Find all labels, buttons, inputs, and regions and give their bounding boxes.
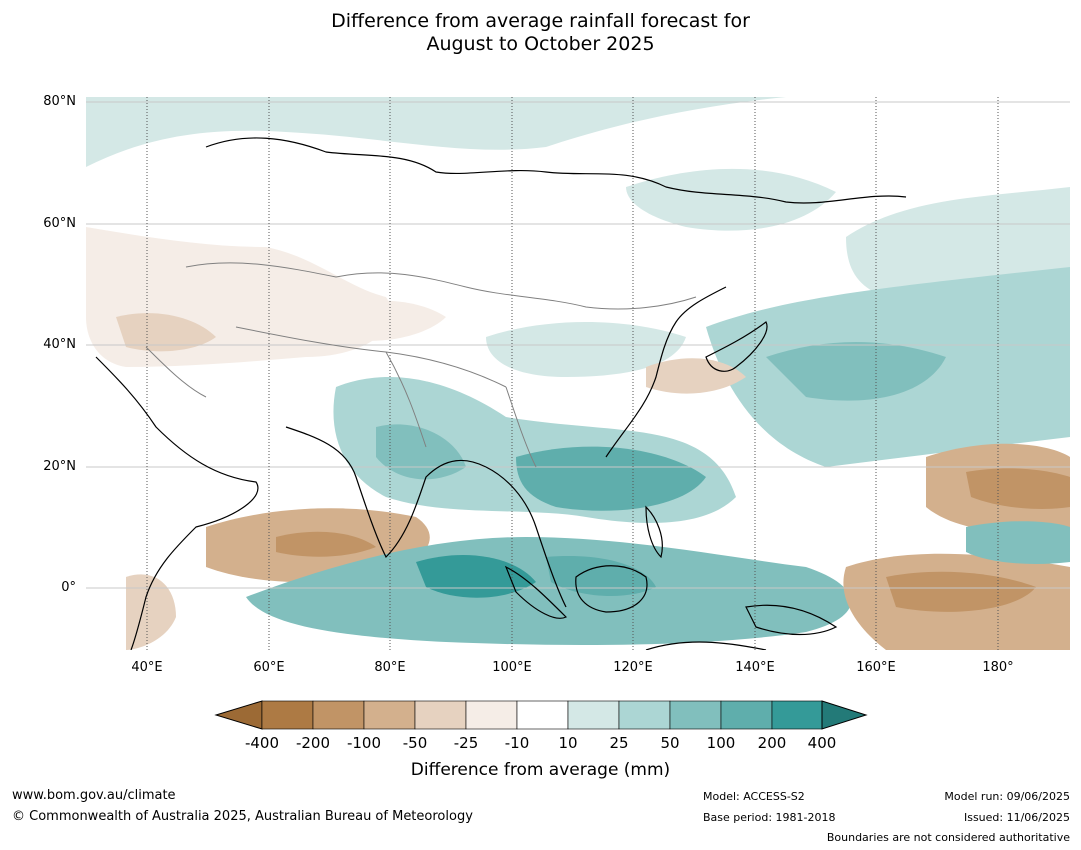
colorbar-cell-m400-m200 xyxy=(261,700,314,730)
footer-base-period: Base period: 1981-2018 xyxy=(703,811,836,824)
anomaly-maritime-core xyxy=(416,554,536,598)
anomaly-china-teal xyxy=(486,322,686,377)
anomaly-seasia-core xyxy=(516,446,706,511)
colorbar-tick-p100: 100 xyxy=(706,734,736,752)
anomaly-africa-brown xyxy=(126,574,176,650)
anomaly-india-core xyxy=(376,424,466,480)
lon-label-160e: 160°E xyxy=(856,660,896,675)
footer-model: Model: ACCESS-S2 xyxy=(703,790,805,803)
colorbar-cell-p100-p200 xyxy=(720,700,773,730)
colorbar-cell-m10-p10 xyxy=(516,700,569,730)
colorbar-cell-m200-m100 xyxy=(312,700,365,730)
lon-label-180: 180° xyxy=(982,660,1014,675)
anomaly-siberia-teal xyxy=(626,168,836,231)
lat-label-80n: 80°N xyxy=(43,94,76,109)
colorbar-cell-p25-p50 xyxy=(618,700,671,730)
anomaly-maritime-teal xyxy=(246,537,851,645)
anomaly-tibet-brown xyxy=(326,300,446,341)
anomaly-pacific-north-teal-2 xyxy=(766,342,946,401)
colorbar-tick-m400: -400 xyxy=(244,734,280,752)
lat-label-0: 0° xyxy=(61,580,76,595)
footer-website[interactable]: www.bom.gov.au/climate xyxy=(12,788,176,803)
colorbar xyxy=(214,700,868,730)
map-canvas xyxy=(86,97,1070,650)
colorbar-cell-p200-p400 xyxy=(771,700,823,730)
colorbar-tick-p400: 400 xyxy=(807,734,837,752)
anomaly-indianocean-brown-core xyxy=(276,531,376,557)
colorbar-tick-p200: 200 xyxy=(757,734,787,752)
colorbar-tick-m10: -10 xyxy=(504,734,530,752)
latitude-gridlines xyxy=(86,101,1070,589)
footer-issued: Issued: 11/06/2025 xyxy=(963,811,1070,824)
anomaly-arctic-teal xyxy=(86,97,786,167)
colorbar-title: Difference from average (mm) xyxy=(410,760,671,780)
anomaly-equatorial-teal xyxy=(966,521,1070,564)
colorbar-tick-m50: -50 xyxy=(402,734,428,752)
colorbar-cell-m25-m10 xyxy=(465,700,518,730)
colorbar-tick-m25: -25 xyxy=(453,734,479,752)
colorbar-cell-p50-p100 xyxy=(669,700,722,730)
footer-boundaries-note: Boundaries are not considered authoritat… xyxy=(826,831,1070,844)
lat-label-60n: 60°N xyxy=(43,216,76,231)
title-line-1: Difference from average rainfall forecas… xyxy=(331,10,750,32)
lon-label-60e: 60°E xyxy=(253,660,285,675)
colorbar-tick-m100: -100 xyxy=(346,734,382,752)
lon-label-40e: 40°E xyxy=(131,660,163,675)
colorbar-tick-m200: -200 xyxy=(295,734,331,752)
rainfall-map xyxy=(86,97,1070,650)
lon-label-80e: 80°E xyxy=(374,660,406,675)
anomaly-korea-brown xyxy=(646,358,746,394)
coastlines xyxy=(95,137,907,650)
lat-label-20n: 20°N xyxy=(43,459,76,474)
colorbar-cell-m100-m50 xyxy=(363,700,416,730)
colorbar-tick-p10: 10 xyxy=(558,734,578,752)
colorbar-cell-m50-m25 xyxy=(414,700,467,730)
footer-model-run: Model run: 09/06/2025 xyxy=(944,790,1070,803)
colorbar-cell-p10-p25 xyxy=(567,700,620,730)
colorbar-extend-high xyxy=(821,700,868,730)
colorbar-extend-low xyxy=(214,700,263,730)
title-line-2: August to October 2025 xyxy=(426,33,655,55)
longitude-gridlines xyxy=(146,97,999,650)
anomaly-maritime-core-2 xyxy=(546,556,656,597)
country-borders xyxy=(145,262,697,468)
lon-label-100e: 100°E xyxy=(492,660,532,675)
lat-label-40n: 40°N xyxy=(43,337,76,352)
lon-label-140e: 140°E xyxy=(735,660,775,675)
colorbar-tick-p25: 25 xyxy=(609,734,629,752)
footer-copyright: © Commonwealth of Australia 2025, Austra… xyxy=(12,809,473,824)
lon-label-120e: 120°E xyxy=(613,660,653,675)
anomaly-centralpacific-brown-core xyxy=(966,468,1070,509)
map-title: Difference from average rainfall forecas… xyxy=(0,10,1081,56)
colorbar-tick-p50: 50 xyxy=(660,734,680,752)
anomaly-iran-brown xyxy=(116,313,216,352)
